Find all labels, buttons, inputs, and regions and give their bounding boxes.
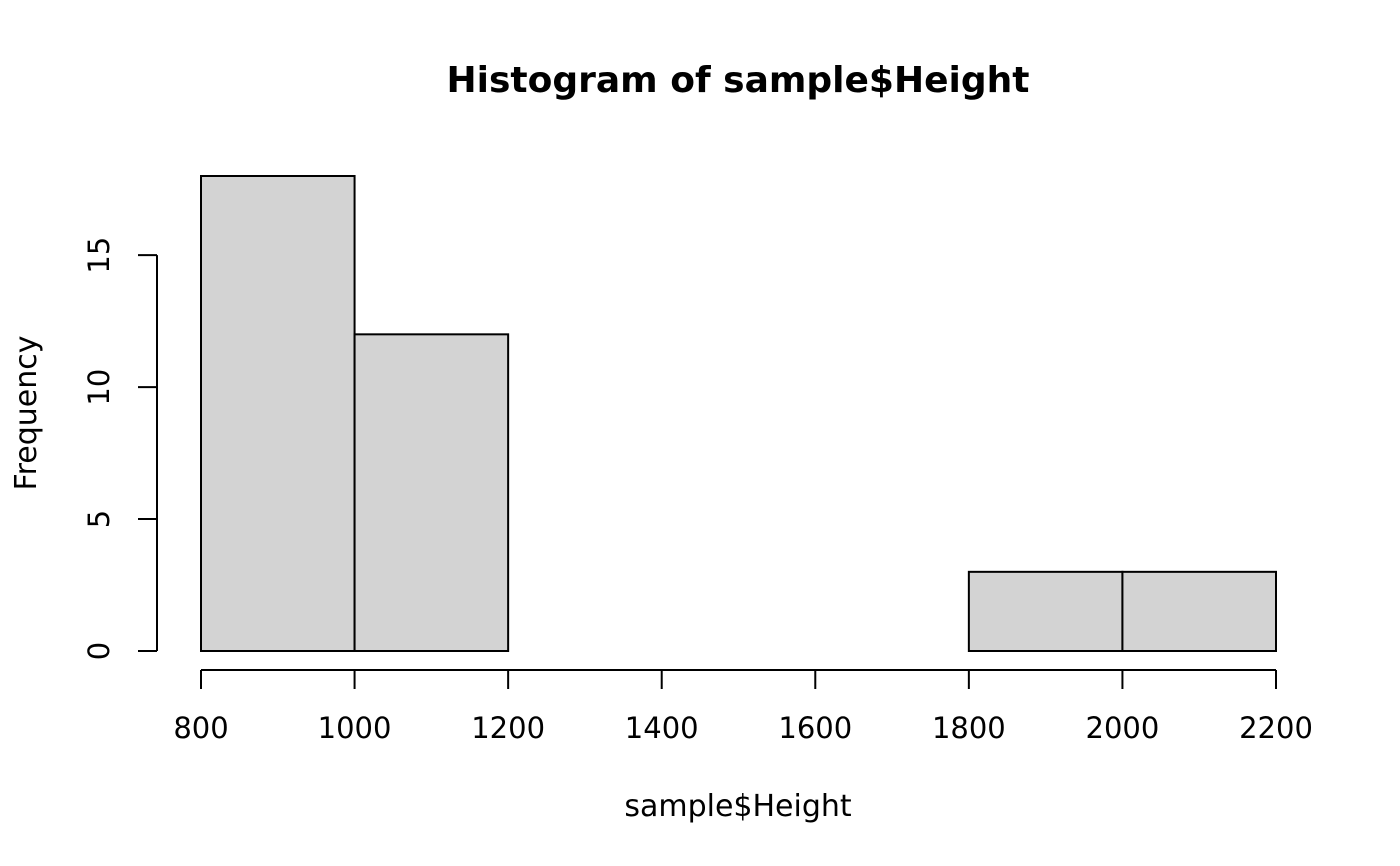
y-tick-label: 10 — [82, 369, 116, 406]
histogram-bar-800-1000 — [200, 175, 356, 652]
x-tick-label: 1000 — [318, 711, 392, 745]
x-axis: 800 1000 1200 1400 1600 1800 2000 2200 — [173, 669, 1313, 745]
x-axis-label: sample$Height — [624, 789, 852, 824]
chart-title: Histogram of sample$Height — [447, 60, 1030, 101]
x-tick-label: 1200 — [471, 711, 545, 745]
histogram-bar-2000-2200 — [1121, 570, 1278, 652]
y-axis: 0 5 10 15 — [82, 237, 158, 660]
x-tick-label: 1400 — [625, 711, 699, 745]
y-axis-label: Frequency — [9, 336, 44, 491]
x-tick-label: 2000 — [1086, 711, 1160, 745]
bars-group — [200, 175, 1278, 652]
histogram-bar-1000-1200 — [353, 333, 510, 652]
y-tick-label: 5 — [82, 510, 116, 528]
x-tick-label: 2200 — [1239, 711, 1313, 745]
histogram-bar-1800-2000 — [967, 570, 1124, 652]
x-tick-label: 1600 — [778, 711, 852, 745]
x-tick-label: 800 — [173, 711, 228, 745]
x-tick-label: 1800 — [932, 711, 1006, 745]
y-tick-label: 0 — [82, 642, 116, 660]
y-tick-label: 15 — [82, 237, 116, 274]
